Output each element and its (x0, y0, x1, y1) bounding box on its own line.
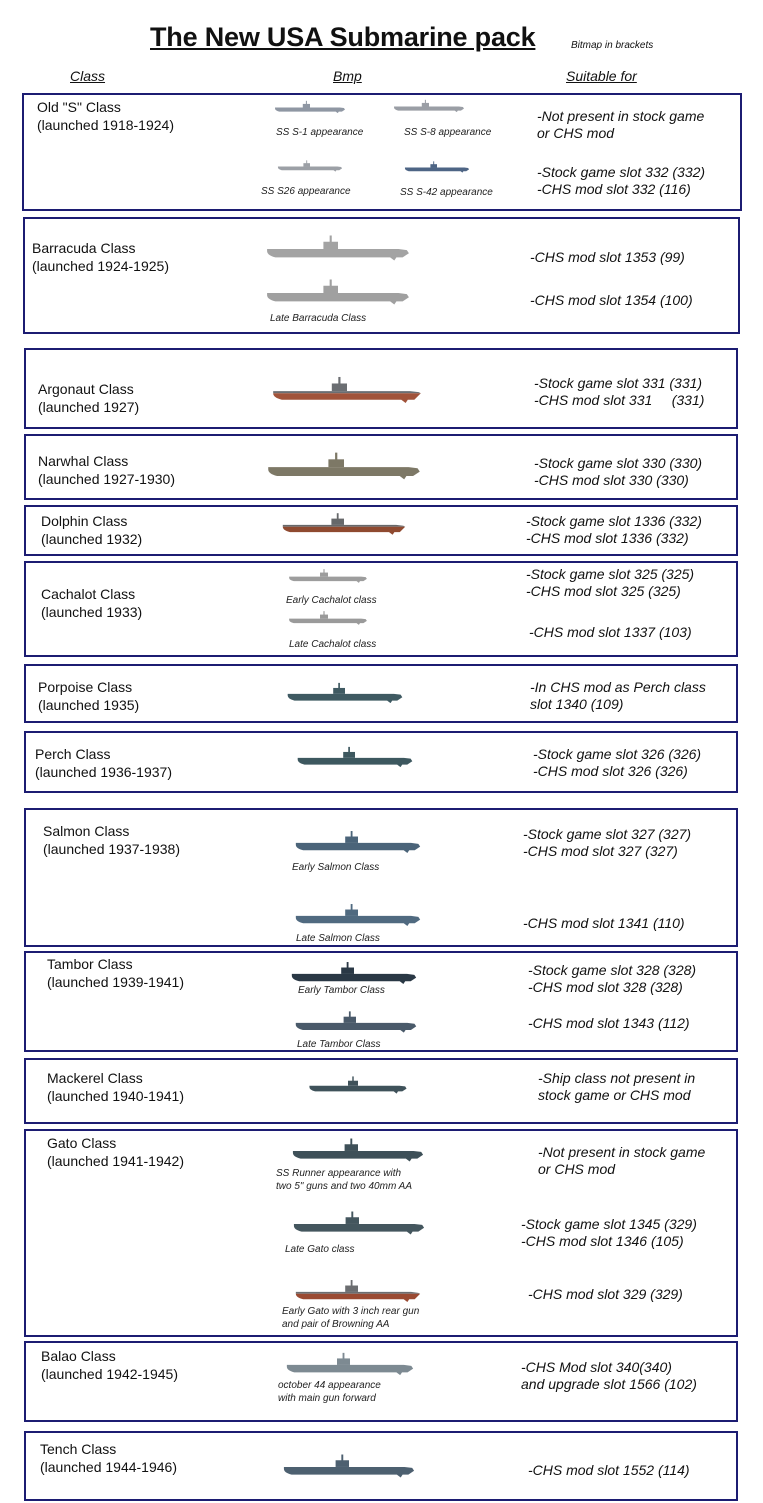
column-header-bmp: Bmp (333, 68, 362, 84)
submarine-bitmap (288, 607, 368, 629)
submarine-bitmap (294, 900, 422, 930)
suitable-for: -CHS mod slot 1341 (110) (523, 915, 685, 931)
submarine-bitmap-s42 (404, 157, 470, 177)
suitable-for: -CHS mod slot 1343 (112) (528, 1015, 690, 1031)
suitable-for: -Ship class not present in stock game or … (538, 1070, 696, 1103)
class-name-label: Old "S" Class (37, 99, 121, 115)
suitable-for: -Stock game slot 330 (330) -CHS mod slot … (534, 455, 703, 488)
column-header-class: Class (70, 68, 106, 84)
suitable-for: -CHS mod slot 1337 (103) (529, 624, 692, 640)
suitable-for: -Stock game slot 331 (331) -CHS mod slot … (534, 375, 705, 408)
bitmap-caption: SS S-1 appearance (276, 127, 364, 138)
page-title: The New USA Submarine pack (150, 22, 536, 52)
class-name: Dolphin Class (launched 1932) (41, 513, 143, 547)
class-row-dolphin: Dolphin Class (launched 1932) -Stock game… (24, 505, 738, 556)
class-row-gato: Gato Class (launched 1941-1942) SS Runner… (24, 1129, 738, 1337)
bitmap-caption: october 44 appearance with main gun forwa… (278, 1380, 381, 1404)
submarine-bitmap (294, 1011, 418, 1033)
suitable-for: -Stock game slot 332 (332) -CHS mod slot … (537, 164, 706, 197)
suitable-for: -Stock game slot 1345 (329) -CHS mod slot… (521, 1216, 697, 1249)
bitmap-caption: SS S-42 appearance (400, 187, 493, 198)
class-name: Perch Class (launched 1936-1937) (35, 746, 172, 780)
submarine-bitmap (290, 959, 418, 987)
suitable-for: -CHS mod slot 1353 (99) (530, 249, 685, 265)
submarine-bitmap-s8 (393, 96, 465, 116)
submarine-bitmap (266, 450, 422, 482)
class-row-porpoise: Porpoise Class (launched 1935) -In CHS mo… (24, 664, 738, 723)
submarine-bitmap-runner (291, 1135, 425, 1165)
suitable-for: -Stock game slot 327 (327) -CHS mod slot … (523, 826, 692, 859)
bitmap-caption: Late Tambor Class (297, 1039, 381, 1050)
bitmap-caption: SS Runner appearance with two 5" guns and… (276, 1168, 413, 1192)
column-header-suitable: Suitable for (566, 68, 637, 84)
submarine-bitmap-late-gato (292, 1209, 426, 1237)
class-name: Tench Class (launched 1944-1946) (40, 1441, 177, 1475)
submarine-bitmap (265, 277, 411, 307)
suitable-for: -CHS mod slot 1552 (114) (528, 1462, 690, 1478)
class-row-mackerel: Mackerel Class (launched 1940-1941) -Ship… (24, 1058, 738, 1124)
class-launched: (launched 1918-1924) (37, 117, 174, 133)
suitable-for: -Not present in stock game or CHS mod (537, 108, 705, 141)
submarine-bitmap (265, 233, 411, 263)
suitable-for: -CHS mod slot 1354 (100) (530, 292, 693, 308)
class-name: Salmon Class (launched 1937-1938) (43, 823, 180, 857)
submarine-bitmap (288, 565, 368, 587)
bitmap-caption: Early Gato with 3 inch rear gun and pair … (282, 1306, 420, 1330)
class-row-perch: Perch Class (launched 1936-1937) -Stock g… (24, 731, 738, 793)
submarine-bitmap-early-gato (295, 1280, 421, 1302)
suitable-for: -In CHS mod as Perch class slot 1340 (109… (530, 679, 706, 712)
submarine-bitmap (282, 513, 406, 535)
class-row-tench: Tench Class (launched 1944-1946) -CHS mod… (24, 1431, 738, 1501)
submarine-bitmap-s1 (274, 97, 346, 117)
class-name: Tambor Class (launched 1939-1941) (47, 956, 184, 990)
suitable-for: -CHS Mod slot 340(340) and upgrade slot 1… (521, 1359, 697, 1392)
suitable-for: -Not present in stock game or CHS mod (538, 1144, 706, 1177)
bitmap-caption: Late Salmon Class (296, 933, 380, 944)
class-name: Gato Class (launched 1941-1942) (47, 1135, 184, 1169)
suitable-for: -Stock game slot 326 (326) -CHS mod slot … (533, 746, 702, 779)
submarine-bitmap (296, 743, 414, 771)
class-name: Porpoise Class (launched 1935) (38, 679, 140, 713)
bitmap-caption: Early Salmon Class (292, 862, 380, 873)
class-row-salmon: Salmon Class (launched 1937-1938) Early S… (24, 808, 738, 947)
submarine-bitmap (294, 827, 422, 857)
class-name: Mackerel Class (launched 1940-1941) (47, 1070, 184, 1104)
bitmap-caption: Early Cachalot class (286, 595, 377, 606)
submarine-bitmap (282, 1451, 416, 1481)
class-row-barracuda: Barracuda Class (launched 1924-1925) Late… (23, 217, 740, 334)
bitmap-caption: SS S-8 appearance (404, 127, 492, 138)
suitable-for: -Stock game slot 1336 (332) -CHS mod slot… (526, 513, 702, 546)
bitmap-caption: Late Cachalot class (289, 639, 377, 650)
class-row-old-s: Old "S" Class (launched 1918-1924) SS S-… (22, 93, 742, 211)
submarine-bitmap (308, 1072, 408, 1098)
class-row-tambor: Tambor Class (launched 1939-1941) Early T… (24, 951, 738, 1052)
bitmap-caption: Late Barracuda Class (270, 313, 367, 324)
class-name: Old "S" Class (launched 1918-1924) (37, 98, 174, 134)
class-row-narwhal: Narwhal Class (launched 1927-1930) -Stock… (24, 434, 738, 500)
suitable-for: -Stock game slot 328 (328) -CHS mod slot … (528, 962, 697, 995)
class-name: Argonaut Class (launched 1927) (38, 381, 140, 415)
class-row-balao: Balao Class (launched 1942-1945) october … (24, 1341, 738, 1422)
class-name: Narwhal Class (launched 1927-1930) (38, 453, 175, 487)
class-name: Cachalot Class (launched 1933) (41, 586, 143, 620)
class-row-cachalot: Cachalot Class (launched 1933) Early Cach… (24, 561, 738, 657)
bitmap-caption: Late Gato class (285, 1244, 355, 1255)
class-name: Balao Class (launched 1942-1945) (41, 1348, 178, 1382)
suitable-for: -Stock game slot 325 (325) -CHS mod slot … (526, 566, 695, 599)
submarine-bitmap (285, 1351, 415, 1377)
suitable-for: -CHS mod slot 329 (329) (528, 1286, 683, 1302)
class-row-argonaut: Argonaut Class (launched 1927) -Stock gam… (24, 348, 738, 429)
title-note: Bitmap in brackets (571, 40, 654, 51)
submarine-bitmap (286, 678, 404, 708)
bitmap-caption: Early Tambor Class (298, 985, 385, 996)
class-name: Barracuda Class (launched 1924-1925) (32, 240, 169, 274)
bitmap-caption: SS S26 appearance (261, 186, 351, 197)
submarine-bitmap-s26 (277, 156, 343, 176)
submarine-bitmap (273, 376, 421, 404)
